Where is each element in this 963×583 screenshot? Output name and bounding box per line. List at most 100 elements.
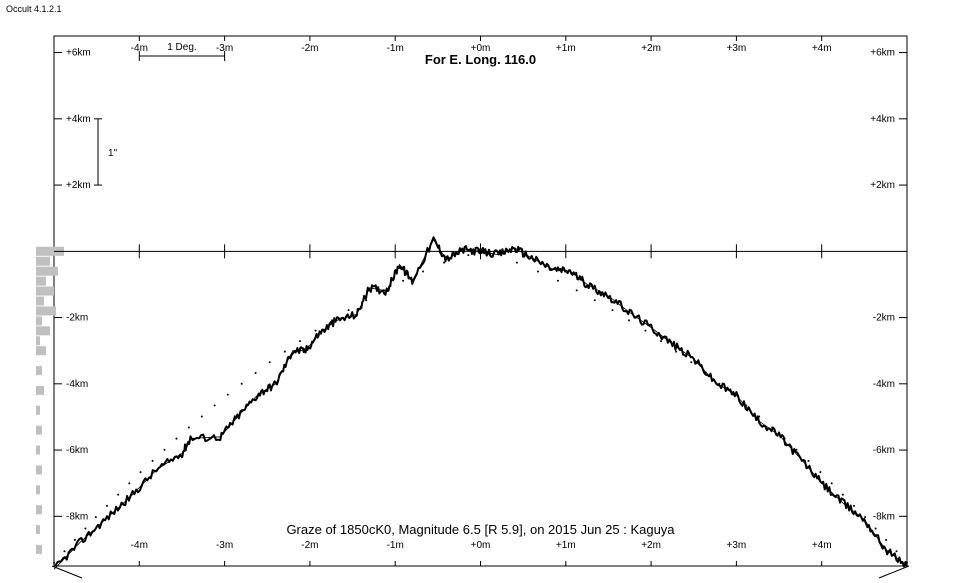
- profile-smooth: [54, 240, 907, 570]
- x-top-label: +4m: [812, 43, 832, 54]
- arc-dot: [831, 482, 833, 484]
- histogram-bar: [36, 277, 46, 286]
- arc-dot: [557, 280, 559, 282]
- arc-dot: [628, 319, 630, 321]
- arc-dot: [864, 516, 866, 518]
- x-bottom-label: -4m: [131, 540, 148, 551]
- arc-dot: [422, 270, 424, 272]
- chart-title: For E. Long. 116.0: [425, 52, 536, 67]
- chart-subtitle: Graze of 1850cK0, Magnitude 6.5 [R 5.9],…: [286, 522, 675, 537]
- arc-dot: [299, 340, 301, 342]
- arc-dot: [594, 299, 596, 301]
- arc-dot: [241, 383, 243, 385]
- arc-dot: [63, 550, 65, 552]
- histogram-bar: [36, 297, 44, 306]
- x-bottom-label: -1m: [387, 540, 404, 551]
- arc-dot: [227, 394, 229, 396]
- arc-dot: [644, 330, 646, 332]
- arc-dot: [53, 562, 55, 564]
- arc-dot: [188, 427, 190, 429]
- arc-dot: [611, 309, 613, 311]
- arc-dot: [875, 528, 877, 530]
- x-top-label: +1m: [556, 43, 576, 54]
- arc-dot: [402, 280, 404, 282]
- histogram-bar: [36, 446, 40, 455]
- arc-dot: [537, 270, 539, 272]
- chart-container: Occult 4.1.2.1 -4m-4m-3m-3m-2m-2m-1m-1m+…: [0, 0, 963, 583]
- arc-dot: [896, 550, 898, 552]
- arc-dot: [175, 438, 177, 440]
- arc-dot: [315, 330, 317, 332]
- histogram-bar: [36, 386, 44, 395]
- arc-dot: [885, 539, 887, 541]
- histogram-bar: [36, 545, 42, 554]
- histogram-bar: [36, 366, 42, 375]
- y-label-right: -6km: [873, 445, 895, 456]
- arc-dot: [660, 340, 662, 342]
- histogram-bar: [36, 525, 40, 534]
- x-bottom-label: -3m: [216, 540, 233, 551]
- arc-dot: [106, 505, 108, 507]
- histogram-bar: [36, 257, 50, 266]
- y-label-right: +2km: [870, 180, 895, 191]
- histogram-bar: [36, 287, 54, 296]
- arc-dot: [117, 494, 119, 496]
- x-top-label: +2m: [641, 43, 661, 54]
- arc-dot: [128, 482, 130, 484]
- x-top-label: -2m: [301, 43, 318, 54]
- graze-profile-chart: -4m-4m-3m-3m-2m-2m-1m-1m+0m+0m+1m+1m+2m+…: [0, 0, 963, 583]
- x-bottom-label: +3m: [727, 540, 747, 551]
- arc-dot: [84, 528, 86, 530]
- arc-dot: [284, 351, 286, 353]
- arc-dot: [853, 505, 855, 507]
- y-label-left: -2km: [66, 313, 88, 324]
- histogram-bar: [36, 505, 42, 514]
- y-label-left: -6km: [66, 445, 88, 456]
- x-bottom-label: +2m: [641, 540, 661, 551]
- histogram-bar: [36, 465, 42, 474]
- y-label-left: +2km: [66, 180, 91, 191]
- y-label-left: +6km: [66, 48, 91, 59]
- x-bottom-label: -2m: [301, 540, 318, 551]
- arc-dot: [348, 309, 350, 311]
- arc-dot: [467, 254, 469, 256]
- y-label-right: +4km: [870, 114, 895, 125]
- arc-dot: [842, 494, 844, 496]
- arc-dot: [201, 416, 203, 418]
- arc-dot: [675, 351, 677, 353]
- arc-dot: [140, 471, 142, 473]
- arc-dot: [255, 372, 257, 374]
- x-bottom-label: +0m: [471, 540, 491, 551]
- arc-dot: [576, 289, 578, 291]
- x-top-label: -1m: [387, 43, 404, 54]
- histogram-bar: [36, 336, 40, 345]
- arc-dot: [152, 460, 154, 462]
- arc-dot: [819, 471, 821, 473]
- y-label-left: -4km: [66, 379, 88, 390]
- y-label-right: -4km: [873, 379, 895, 390]
- arcsec-scale-label: 1": [108, 148, 118, 159]
- histogram-bar: [36, 306, 56, 315]
- arc-dot: [807, 460, 809, 462]
- profile-main: [54, 237, 907, 566]
- x-top-label: +3m: [727, 43, 747, 54]
- histogram-bar: [36, 406, 40, 415]
- arc-dot: [269, 361, 271, 363]
- histogram-bar: [36, 267, 58, 276]
- y-label-right: -2km: [873, 313, 895, 324]
- arc-dot: [214, 405, 216, 407]
- arc-dot: [516, 262, 518, 264]
- degree-scale-label: 1 Deg.: [167, 42, 196, 53]
- y-label-left: -8km: [66, 511, 88, 522]
- arc-dot: [95, 516, 97, 518]
- histogram-bar: [36, 316, 42, 325]
- y-label-right: +6km: [870, 48, 895, 59]
- y-label-right: -8km: [873, 511, 895, 522]
- x-bottom-label: +1m: [556, 540, 576, 551]
- arc-dot: [164, 449, 166, 451]
- y-label-left: +4km: [66, 114, 91, 125]
- corner-tail-left: [52, 566, 82, 578]
- histogram-bar: [36, 346, 46, 355]
- histogram-bar: [36, 326, 50, 335]
- arc-dot: [74, 539, 76, 541]
